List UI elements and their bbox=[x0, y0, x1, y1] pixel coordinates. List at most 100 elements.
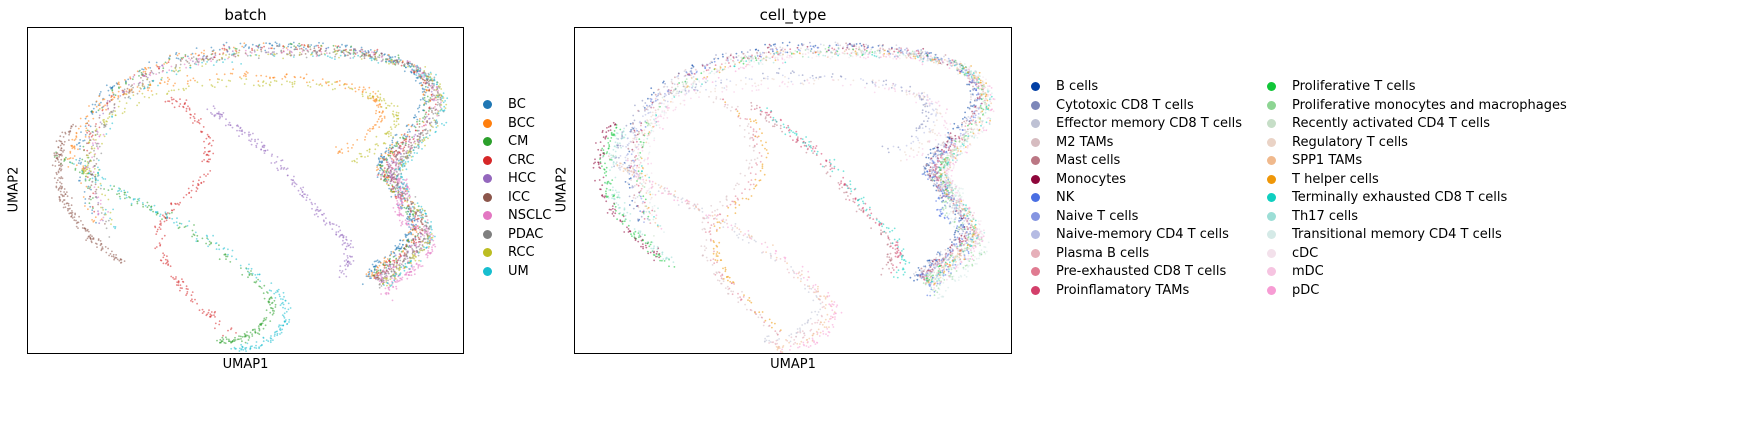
data-point bbox=[88, 133, 91, 136]
data-point bbox=[263, 284, 266, 287]
data-point bbox=[181, 58, 184, 60]
data-point bbox=[118, 86, 120, 89]
data-point bbox=[419, 98, 422, 101]
data-point bbox=[799, 329, 802, 331]
data-point bbox=[404, 255, 407, 258]
data-point bbox=[414, 252, 416, 255]
data-point bbox=[241, 130, 244, 133]
data-point bbox=[956, 126, 958, 129]
data-point bbox=[279, 304, 282, 306]
data-point bbox=[56, 152, 59, 154]
data-point bbox=[313, 45, 316, 48]
data-point bbox=[407, 203, 410, 206]
data-point bbox=[319, 83, 322, 85]
data-point bbox=[112, 208, 114, 211]
data-point bbox=[256, 45, 259, 48]
data-point bbox=[399, 156, 402, 158]
data-point bbox=[126, 87, 129, 90]
data-point bbox=[433, 84, 435, 87]
data-point bbox=[88, 198, 90, 200]
data-point bbox=[106, 104, 109, 107]
data-point bbox=[430, 221, 432, 223]
data-point bbox=[932, 184, 935, 187]
data-point bbox=[273, 79, 276, 82]
data-point bbox=[377, 104, 380, 106]
data-point bbox=[373, 260, 376, 263]
data-point bbox=[392, 176, 394, 179]
data-point bbox=[427, 80, 430, 83]
data-point bbox=[642, 105, 645, 108]
data-point bbox=[379, 279, 382, 281]
data-point bbox=[141, 73, 144, 75]
data-point bbox=[74, 138, 77, 140]
data-point bbox=[423, 99, 426, 102]
data-point bbox=[159, 228, 162, 231]
data-point bbox=[94, 183, 97, 186]
data-point bbox=[260, 50, 263, 53]
data-point bbox=[963, 116, 966, 119]
data-point bbox=[408, 220, 410, 223]
data-point bbox=[395, 264, 398, 266]
data-point bbox=[722, 280, 725, 283]
data-point bbox=[190, 299, 192, 302]
data-point bbox=[923, 173, 925, 175]
data-point bbox=[413, 251, 416, 253]
data-point bbox=[410, 156, 413, 158]
data-point bbox=[166, 215, 169, 218]
data-point bbox=[369, 49, 372, 51]
data-point bbox=[99, 219, 102, 222]
data-point bbox=[411, 247, 414, 250]
data-point bbox=[326, 55, 329, 58]
data-point bbox=[142, 205, 144, 208]
data-point bbox=[331, 88, 334, 91]
data-point bbox=[90, 173, 93, 176]
data-point bbox=[415, 72, 418, 74]
data-point bbox=[413, 137, 415, 140]
data-point bbox=[816, 296, 818, 298]
data-point bbox=[158, 65, 161, 68]
data-point bbox=[311, 52, 313, 54]
data-point bbox=[387, 167, 389, 170]
data-point bbox=[334, 58, 336, 60]
data-point bbox=[407, 62, 410, 64]
data-point bbox=[369, 130, 371, 132]
data-point bbox=[360, 155, 362, 158]
data-point bbox=[408, 262, 410, 264]
data-point bbox=[110, 255, 113, 258]
data-point bbox=[262, 337, 265, 339]
data-point bbox=[403, 70, 406, 73]
data-point bbox=[423, 76, 425, 79]
data-point bbox=[840, 75, 843, 78]
data-point bbox=[100, 123, 103, 125]
data-point bbox=[238, 335, 240, 337]
data-point bbox=[390, 102, 393, 105]
data-point bbox=[398, 162, 400, 165]
data-point bbox=[387, 135, 390, 138]
data-point bbox=[182, 56, 185, 59]
data-point bbox=[308, 81, 311, 83]
data-point bbox=[423, 73, 426, 76]
data-point bbox=[247, 267, 250, 270]
data-point bbox=[377, 90, 380, 93]
data-point bbox=[401, 143, 404, 145]
data-point bbox=[329, 56, 331, 59]
data-point bbox=[974, 100, 976, 102]
data-point bbox=[118, 187, 120, 190]
data-point bbox=[285, 319, 287, 321]
data-point bbox=[79, 125, 82, 128]
data-point bbox=[714, 57, 717, 60]
data-point bbox=[423, 248, 426, 251]
data-point bbox=[298, 48, 301, 50]
data-point bbox=[372, 91, 375, 93]
data-point bbox=[403, 259, 405, 262]
data-point bbox=[418, 129, 420, 132]
data-point bbox=[96, 131, 99, 133]
data-point bbox=[64, 131, 67, 134]
data-point bbox=[405, 188, 408, 191]
data-point bbox=[389, 152, 392, 155]
data-point bbox=[144, 204, 147, 207]
data-point bbox=[260, 322, 263, 325]
data-point bbox=[894, 48, 896, 50]
data-point bbox=[205, 234, 208, 237]
data-point bbox=[421, 131, 424, 134]
